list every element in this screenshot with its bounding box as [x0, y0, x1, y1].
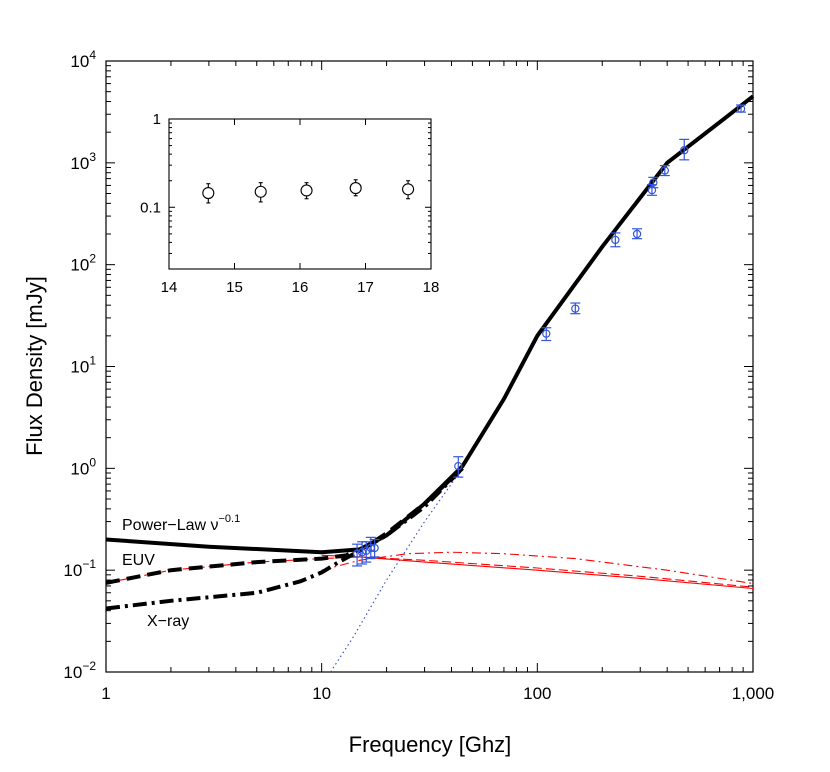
y-tick-label: 104 — [70, 48, 96, 71]
euv-label: EUV — [122, 552, 155, 569]
power-law-label: Power−Law ν−0.1 — [122, 513, 240, 534]
inset-plot: 14 15 16 17 18 0.11 — [140, 111, 439, 296]
data-point — [611, 235, 620, 245]
inset-x-tick-label: 18 — [423, 279, 440, 296]
inset-y-tick-label: 1 — [153, 111, 161, 128]
data-point — [542, 329, 551, 338]
inset-y-axis-ticks: 0.11 — [140, 111, 431, 270]
inset-points — [202, 179, 415, 204]
series-line — [105, 94, 755, 555]
y-axis-label: Flux Density [mJy] — [22, 276, 47, 456]
main-x-axis-ticks: 1 10 100 1,000 — [101, 61, 774, 703]
y-tick-label: 103 — [70, 150, 96, 173]
data-point — [454, 461, 463, 471]
y-tick-label: 100 — [70, 455, 96, 478]
data-point — [649, 178, 658, 187]
y-tick-label: 10−1 — [63, 557, 96, 580]
x-tick-label: 100 — [523, 684, 551, 703]
data-point — [736, 104, 746, 113]
data-point — [352, 549, 362, 558]
inset-x-axis-ticks: 14 15 16 17 18 — [161, 119, 440, 296]
inset-data-point — [402, 183, 415, 196]
data-point — [680, 146, 689, 155]
y-tick-label: 101 — [70, 354, 96, 377]
inset-data-point — [254, 185, 267, 198]
data-point — [362, 546, 371, 555]
y-tick-label: 102 — [70, 252, 96, 275]
x-tick-label: 10 — [312, 684, 331, 703]
data-point — [660, 166, 670, 175]
main-points — [352, 104, 747, 567]
inset-data-point — [202, 186, 215, 200]
y-tick-label: 10−2 — [63, 659, 96, 682]
main-y-axis-ticks: 10−2 10−1 100 101 102 103 104 — [63, 48, 753, 682]
x-tick-label: 1 — [101, 684, 110, 703]
xray-label: X−ray — [147, 613, 189, 630]
data-point — [632, 229, 642, 239]
main-curves — [105, 94, 755, 673]
inset-x-tick-label: 17 — [357, 279, 374, 296]
series-line — [330, 467, 463, 673]
inset-data-point — [349, 182, 362, 195]
x-axis-label: Frequency [Ghz] — [349, 732, 512, 757]
data-point — [571, 304, 580, 313]
inset-x-tick-label: 16 — [292, 279, 309, 296]
inset-x-tick-label: 15 — [226, 279, 243, 296]
inset-x-tick-label: 14 — [161, 279, 178, 296]
series-line — [105, 466, 464, 611]
series-line — [321, 551, 754, 585]
series-line — [105, 466, 464, 585]
data-point — [370, 543, 379, 553]
x-tick-label: 1,000 — [732, 684, 775, 703]
inset-data-point — [300, 184, 313, 197]
inset-y-tick-label: 0.1 — [140, 199, 161, 216]
